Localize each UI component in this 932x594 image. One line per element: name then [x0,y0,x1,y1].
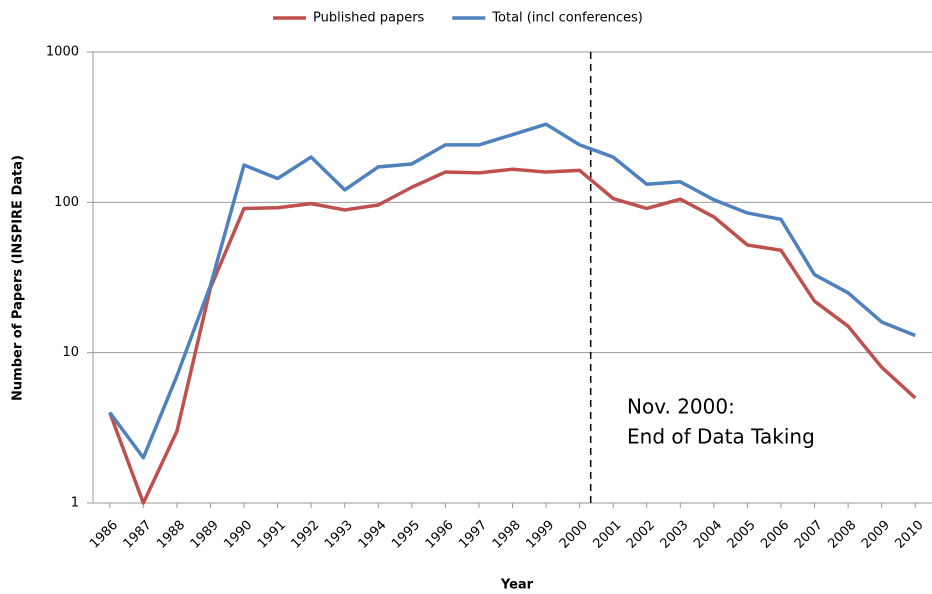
annotation: Nov. 2000: [627,395,735,419]
x-tick-label: 1990 [221,518,255,552]
x-tick-label: 2009 [859,518,893,552]
series-line [108,167,917,505]
y-axis-title: Number of Papers (INSPIRE Data) [11,155,26,401]
x-tick-label: 1994 [356,518,390,552]
x-tick-label: 1992 [288,518,322,552]
x-tick-label: 1989 [188,518,222,552]
x-tick-label: 1999 [523,518,557,552]
x-tick-label: 2007 [792,518,826,552]
x-tick-label: 2004 [691,518,725,552]
x-tick-label: 2002 [624,518,658,552]
y-tick-label: 100 [54,195,79,210]
x-tick-label: 1998 [490,518,524,552]
legend-label: Published papers [313,11,425,26]
x-tick-label: 2000 [557,518,591,552]
series-line [108,122,916,460]
x-tick-label: 2001 [590,518,624,552]
y-tick-label: 1 [71,496,79,511]
x-tick-label: 1987 [121,518,155,552]
y-tick-label: 1000 [46,45,79,60]
x-tick-label: 2010 [893,518,927,552]
x-tick-label: 1993 [322,518,356,552]
x-tick-label: 1991 [255,518,289,552]
legend-label: Total (incl conferences) [491,11,643,26]
x-tick-label: 1996 [423,518,457,552]
x-tick-label: 2005 [725,518,759,552]
x-tick-label: 2003 [658,518,692,552]
x-tick-label: 1997 [456,518,490,552]
x-tick-label: 2006 [758,518,792,552]
x-tick-label: 1995 [389,518,423,552]
x-tick-label: 1988 [154,518,188,552]
annotation: End of Data Taking [627,425,815,449]
x-tick-label: 2008 [825,518,859,552]
y-tick-label: 10 [62,345,79,360]
x-tick-label: 1986 [87,518,121,552]
x-axis-title: Year [500,578,534,593]
